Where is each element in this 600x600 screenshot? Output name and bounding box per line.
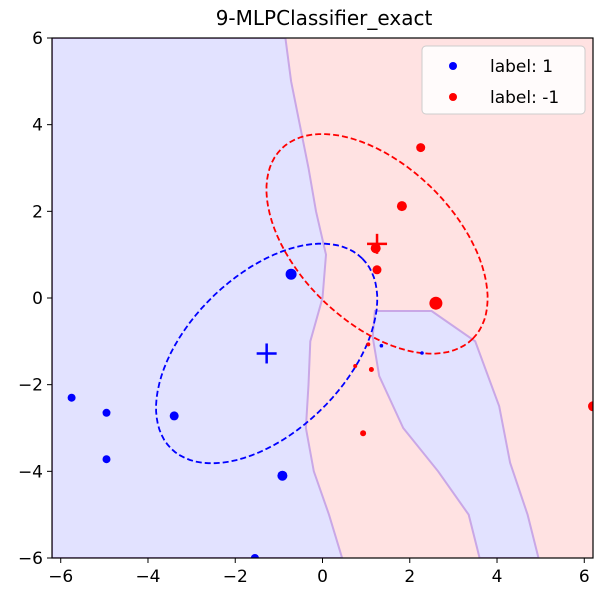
y-tick-label: −2 [18, 376, 43, 396]
x-tick-label: 2 [404, 567, 415, 587]
data-point-series-1 [102, 455, 111, 464]
legend-marker [449, 62, 457, 70]
y-tick-label: 6 [32, 29, 43, 49]
legend-marker [449, 93, 457, 101]
legend-label: label: -1 [490, 88, 559, 108]
x-tick-label: −2 [223, 567, 248, 587]
class-mean-marker-2 [367, 233, 388, 254]
covariance-ellipse-1 [155, 242, 379, 465]
legend-box [421, 45, 586, 115]
x-tick-label: −4 [135, 567, 160, 587]
data-point-series-1 [379, 343, 384, 348]
data-point-series-1 [250, 554, 259, 558]
data-point-series-1 [285, 268, 297, 280]
y-tick-label: 2 [32, 202, 43, 222]
data-point-series-1 [169, 411, 179, 421]
x-tick-label: 0 [317, 567, 328, 587]
region-positive [52, 38, 344, 558]
legend: label: 1 label: -1 [421, 45, 586, 115]
covariance-ellipses [155, 133, 489, 465]
data-point-series-1 [67, 393, 76, 402]
covariance-ellipse-2 [265, 133, 489, 355]
x-tick-label: −6 [48, 567, 73, 587]
data-point-series-1 [420, 351, 424, 355]
data-point-series-2 [360, 430, 367, 437]
y-axis-ticks: −6 −4 −2 0 2 4 6 [18, 29, 52, 569]
data-point-series-2 [366, 342, 371, 347]
y-tick-label: 0 [32, 289, 43, 309]
chart-title: 9-MLPClassifier_exact [216, 6, 433, 30]
class-mean-marker-1 [256, 343, 277, 364]
data-point-series-2 [372, 265, 382, 275]
region-positive-island [371, 310, 540, 558]
data-point-series-2 [396, 201, 407, 212]
data-point-series-2 [353, 364, 358, 368]
y-tick-label: 4 [32, 116, 43, 136]
decision-regions [52, 38, 593, 558]
data-point-series-1 [277, 470, 288, 481]
x-axis-ticks: −6 −4 −2 0 2 4 6 [48, 558, 590, 587]
legend-label: label: 1 [490, 57, 553, 77]
data-point-series-2 [429, 296, 443, 310]
class-means [256, 233, 388, 364]
y-tick-label: −6 [18, 549, 43, 569]
data-point-series-2 [588, 401, 593, 412]
data-point-series-2 [368, 367, 374, 372]
x-tick-label: 4 [492, 567, 503, 587]
data-point-series-1 [102, 408, 111, 417]
y-tick-label: −4 [18, 462, 43, 482]
x-tick-label: 6 [579, 567, 590, 587]
data-point-series-2 [416, 143, 426, 153]
data-points [67, 143, 593, 558]
